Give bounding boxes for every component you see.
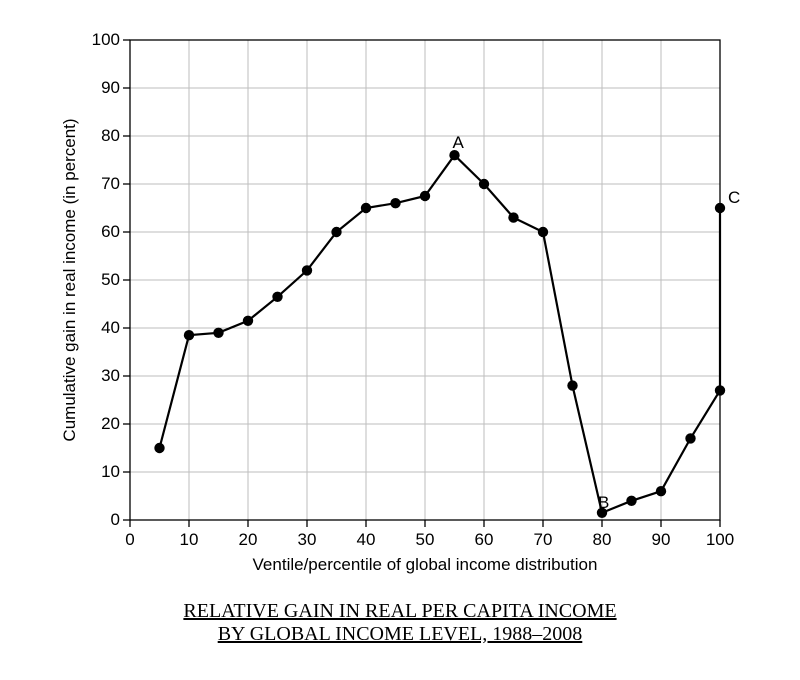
y-tick-label: 80 <box>80 126 120 146</box>
title-line-1: RELATIVE GAIN IN REAL PER CAPITA INCOME <box>183 600 616 623</box>
x-tick-label: 90 <box>641 530 681 550</box>
point-annotation: A <box>453 133 464 153</box>
chart-svg <box>0 0 800 560</box>
x-tick-label: 70 <box>523 530 563 550</box>
title-line-2: BY GLOBAL INCOME LEVEL, 1988–2008 <box>218 623 583 646</box>
point-annotation: C <box>728 188 740 208</box>
x-tick-label: 20 <box>228 530 268 550</box>
x-tick-label: 60 <box>464 530 504 550</box>
y-tick-label: 20 <box>80 414 120 434</box>
y-tick-label: 90 <box>80 78 120 98</box>
x-tick-label: 80 <box>582 530 622 550</box>
y-tick-label: 40 <box>80 318 120 338</box>
y-tick-label: 30 <box>80 366 120 386</box>
y-tick-label: 60 <box>80 222 120 242</box>
y-axis-label: Cumulative gain in real income (in perce… <box>60 80 80 480</box>
x-tick-label: 10 <box>169 530 209 550</box>
point-annotation: B <box>598 493 609 513</box>
y-tick-label: 100 <box>80 30 120 50</box>
x-tick-label: 50 <box>405 530 445 550</box>
x-tick-label: 0 <box>110 530 150 550</box>
x-tick-label: 30 <box>287 530 327 550</box>
y-tick-label: 70 <box>80 174 120 194</box>
chart-title: RELATIVE GAIN IN REAL PER CAPITA INCOME … <box>0 600 800 646</box>
x-tick-label: 100 <box>700 530 740 550</box>
chart-container: Cumulative gain in real income (in perce… <box>0 0 800 680</box>
y-tick-label: 50 <box>80 270 120 290</box>
y-tick-label: 0 <box>80 510 120 530</box>
y-tick-label: 10 <box>80 462 120 482</box>
x-axis-label: Ventile/percentile of global income dist… <box>130 555 720 575</box>
x-tick-label: 40 <box>346 530 386 550</box>
